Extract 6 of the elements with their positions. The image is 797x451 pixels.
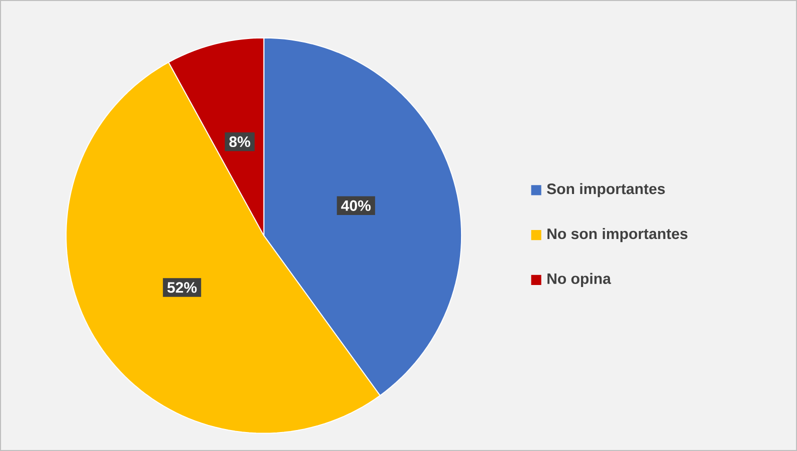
data-label: 40% — [341, 200, 371, 211]
data-label: 52% — [167, 282, 197, 293]
legend-label: No son importantes — [548, 228, 688, 242]
data-label: 8% — [229, 136, 250, 148]
legend-label: No opina — [548, 272, 612, 287]
legend-label: Son importantes — [546, 183, 665, 198]
